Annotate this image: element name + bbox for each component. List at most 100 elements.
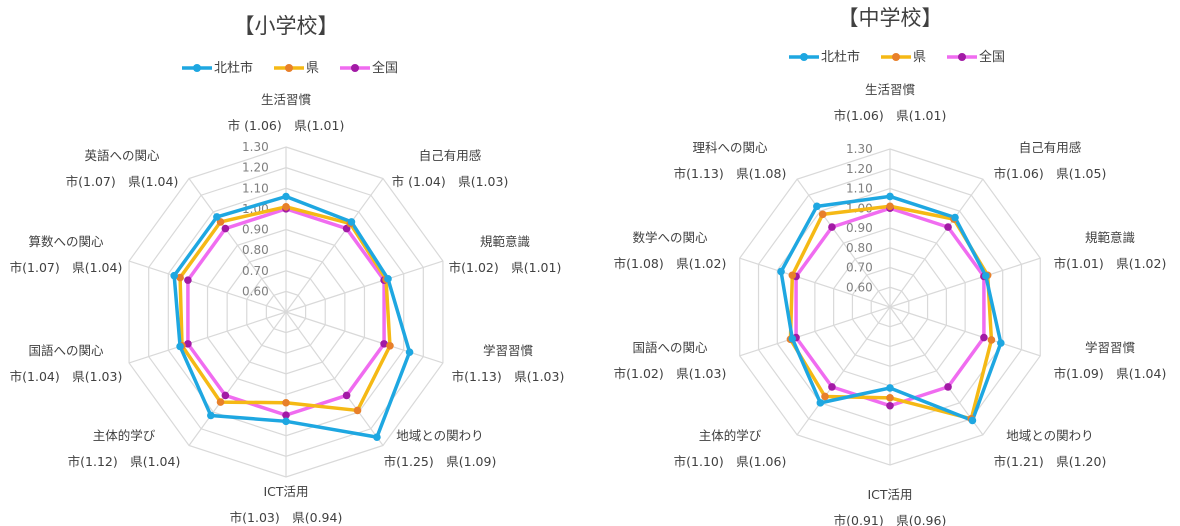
tick-label: 1.10 xyxy=(242,181,269,195)
category-name: 数学への関心 xyxy=(632,230,708,245)
series-point-1 xyxy=(886,202,894,211)
tick-label: 1.20 xyxy=(242,161,269,175)
radar-chart-svg: 【中学校】北杜市県全国0.600.700.800.901.001.101.201… xyxy=(614,6,1167,526)
legend-marker-0 xyxy=(800,53,808,61)
category-values-label: 市(1.07) 県(1.04) xyxy=(66,174,179,189)
axis-spoke xyxy=(285,311,384,446)
series-point-2 xyxy=(944,223,952,231)
legend-label: 北杜市 xyxy=(214,60,253,76)
category-name: 主体的学び xyxy=(699,428,762,443)
category-name: 規範意識 xyxy=(480,234,530,249)
category-name: 生活習慣 xyxy=(865,82,916,97)
tick-label: 1.30 xyxy=(242,140,269,154)
series-point-1 xyxy=(818,210,827,219)
tick-label: 1.30 xyxy=(846,142,873,156)
tick-label: 0.80 xyxy=(846,241,873,255)
category-values-label: 市(1.02) 県(1.03) xyxy=(614,366,727,381)
tick-label: 0.90 xyxy=(846,221,873,235)
radar-chart-svg: 【小学校】北杜市県全国0.600.700.800.901.001.101.201… xyxy=(10,14,565,525)
legend: 北杜市 県 全国 xyxy=(789,49,1005,65)
series-point-1 xyxy=(216,398,225,406)
series-point-1 xyxy=(886,394,894,402)
axis-spoke xyxy=(128,311,287,364)
legend-label: 全国 xyxy=(979,49,1005,65)
category-values-label: 市(1.21) 県(1.20) xyxy=(994,454,1107,469)
axis-spoke xyxy=(188,311,287,446)
series-point-0 xyxy=(282,417,290,426)
series-point-0 xyxy=(788,334,797,343)
category-name: 規範意識 xyxy=(1085,230,1135,245)
category-values-label: 市(1.25) 県(1.09) xyxy=(384,454,497,469)
series-point-0 xyxy=(373,433,381,441)
category-values-label: 市(1.02) 県(1.01) xyxy=(449,260,562,275)
category-values-label: 市(1.07) 県(1.04) xyxy=(10,260,123,275)
series-point-0 xyxy=(886,384,894,392)
series-point-1 xyxy=(176,273,184,282)
legend-marker-2 xyxy=(351,64,359,72)
axis-spoke xyxy=(796,178,891,308)
axis-spoke xyxy=(285,260,444,313)
series-point-1 xyxy=(282,398,290,407)
series-point-0 xyxy=(813,202,821,211)
category-name: 自己有用感 xyxy=(419,148,482,163)
axis-spoke xyxy=(796,306,891,436)
series-point-2 xyxy=(342,391,351,400)
series-point-0 xyxy=(951,213,959,222)
series-point-0 xyxy=(816,399,825,407)
axis-spoke xyxy=(889,306,984,436)
category-name: 国語への関心 xyxy=(632,340,708,355)
legend-marker-1 xyxy=(285,64,293,72)
legend-label: 県 xyxy=(913,50,926,65)
axis-spoke xyxy=(889,306,1041,357)
axis-spoke xyxy=(889,178,984,308)
series-point-2 xyxy=(221,391,230,400)
series-point-2 xyxy=(944,383,952,391)
tick-label: 0.80 xyxy=(242,243,269,257)
legend: 北杜市 県 全国 xyxy=(182,60,398,76)
tick-label: 0.90 xyxy=(242,223,269,237)
category-values-label: 市(1.06) 県(1.05) xyxy=(994,166,1107,181)
category-name: 理科への関心 xyxy=(692,140,768,155)
legend-label: 北杜市 xyxy=(821,49,860,65)
axis-spoke xyxy=(128,260,287,313)
category-name: 英語への関心 xyxy=(84,148,160,163)
axis-spoke xyxy=(285,178,384,313)
series-point-0 xyxy=(384,275,392,283)
axis-spoke xyxy=(188,178,287,313)
category-values-label: 市(1.12) 県(1.04) xyxy=(68,454,181,469)
category-values-label: 市(1.13) 県(1.08) xyxy=(674,166,787,181)
series-point-1 xyxy=(282,203,290,211)
category-name: 地域との関わり xyxy=(1006,428,1093,443)
series-point-0 xyxy=(207,411,215,420)
series-point-0 xyxy=(997,339,1005,347)
series-point-0 xyxy=(347,218,356,226)
series-point-1 xyxy=(821,392,829,401)
category-values-label: 市(1.10) 県(1.06) xyxy=(674,454,787,469)
category-values-label: 市 (1.06) 県(1.01) xyxy=(228,118,345,133)
tick-label: 0.60 xyxy=(846,280,873,294)
legend-label: 全国 xyxy=(372,60,398,76)
junior-high-school-radar-chart: 【中学校】 北杜市県全国 0.60 0.70 0.80 0.90 1.00 1.10 1.20 1… xyxy=(590,0,1180,526)
legend-marker-0 xyxy=(193,64,201,72)
series-point-0 xyxy=(886,192,894,201)
series-point-0 xyxy=(213,213,221,221)
category-name: ICT活用 xyxy=(867,487,912,502)
category-name: 学習習慣 xyxy=(1085,340,1136,355)
series-point-2 xyxy=(980,333,988,342)
series-point-1 xyxy=(987,336,996,344)
